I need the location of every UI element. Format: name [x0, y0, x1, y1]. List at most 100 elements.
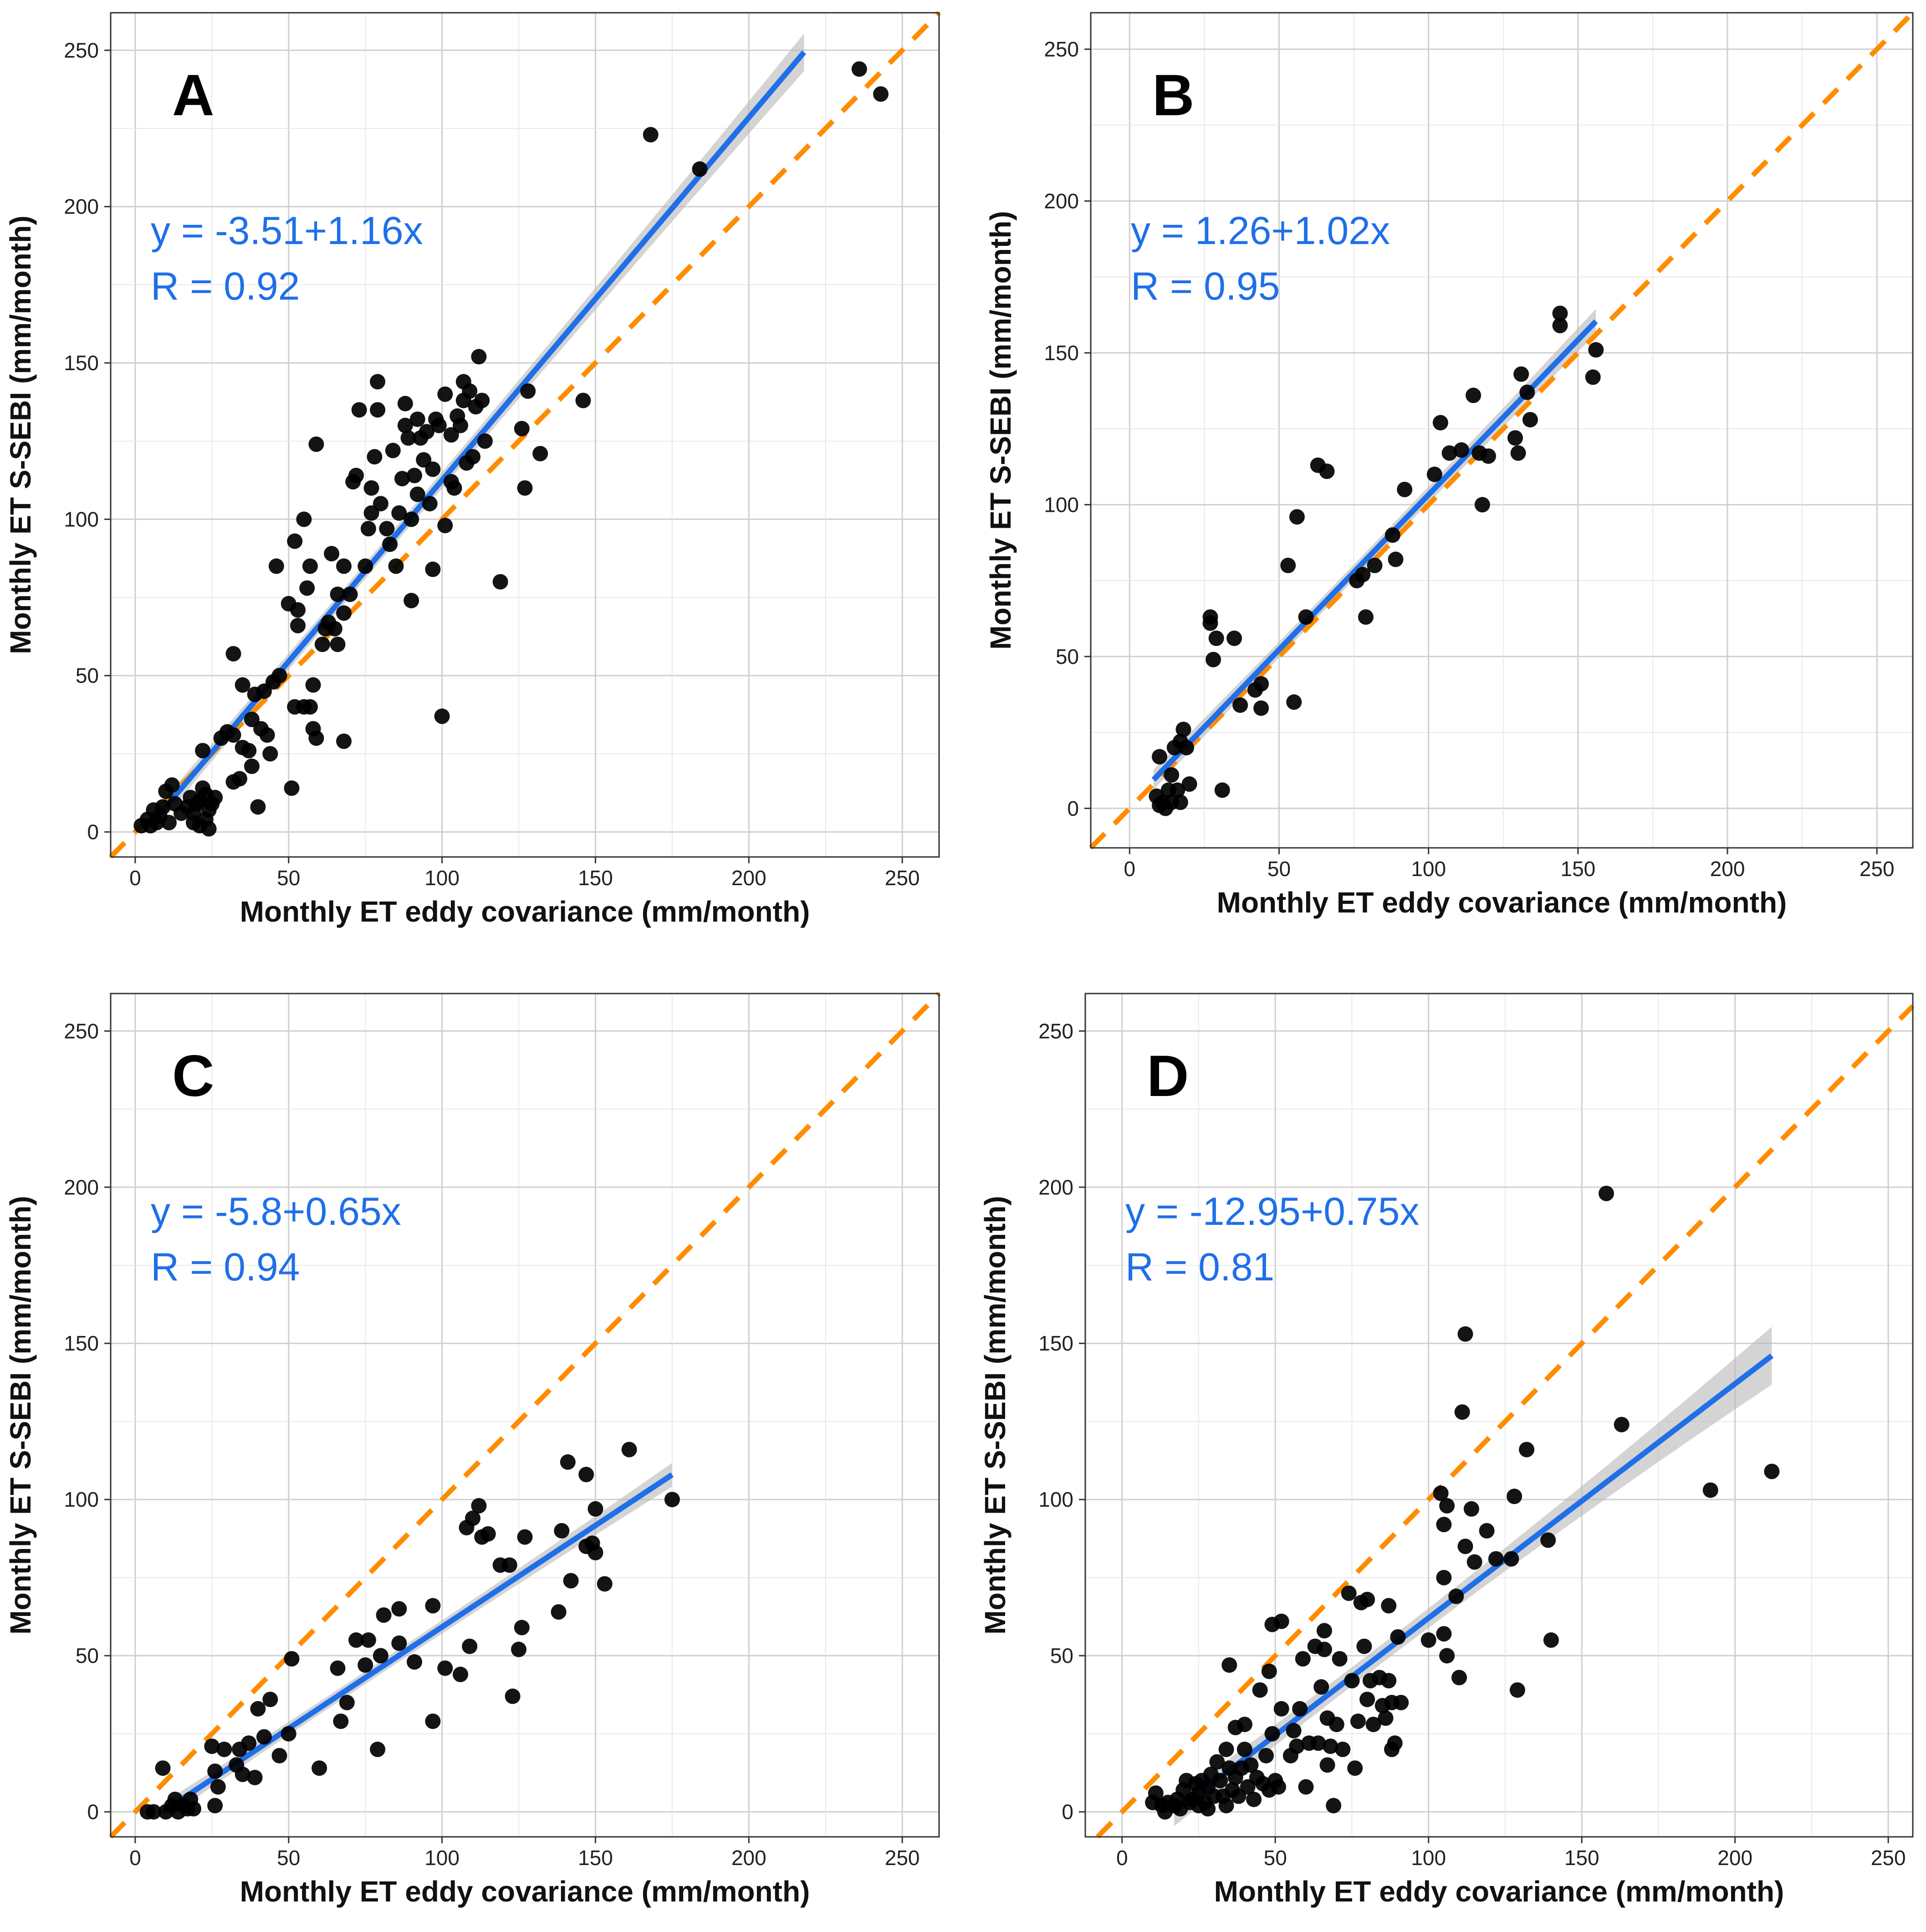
panel-c-point-42: [437, 1660, 453, 1676]
panel-d-point-102: [1466, 1554, 1482, 1570]
panel-d-y-tick-label-0: 0: [1062, 1800, 1073, 1824]
panel-b-point-24: [1253, 676, 1269, 692]
panel-a-point-87: [388, 558, 404, 574]
panel-b-point-23: [1253, 700, 1269, 716]
panel-b-x-tick-label-100: 100: [1411, 857, 1446, 881]
panel-c-point-26: [284, 1651, 300, 1667]
panel-c-point-52: [505, 1688, 521, 1704]
panel-b-data-points: [1149, 306, 1604, 816]
panel-c-point-38: [391, 1635, 407, 1651]
panel-c-point-13: [207, 1764, 223, 1779]
panel-c-x-tick-label-200: 200: [731, 1846, 766, 1870]
panel-c-point-10: [185, 1801, 201, 1817]
panel-b-point-47: [1510, 445, 1526, 461]
panel-a-data-points: [133, 61, 889, 837]
panel-c-y-tick-label-250: 250: [64, 1019, 99, 1043]
panel-d-point-114: [1764, 1463, 1780, 1479]
panel-c-point-19: [241, 1735, 257, 1751]
panel-c-point-61: [578, 1467, 594, 1483]
panel-d-point-78: [1365, 1717, 1381, 1733]
panel-a-point-68: [330, 637, 346, 652]
panel-a-point-101: [422, 496, 438, 512]
panel-a-point-9: [164, 777, 180, 793]
panel-d-point-101: [1463, 1501, 1479, 1517]
panel-c-one-to-one-line: [109, 992, 941, 1839]
panel-d-x-tick-label-100: 100: [1411, 1846, 1446, 1870]
panel-c-x-tick-label-250: 250: [885, 1846, 920, 1870]
panel-a-point-113: [453, 418, 468, 433]
panel-a-point-103: [425, 561, 441, 577]
panel-b-point-30: [1319, 464, 1335, 479]
panel-b-r-value: R = 0.95: [1131, 265, 1280, 308]
panel-d-y-tick-labels: 0 50 100 150 200 250: [1038, 1019, 1085, 1824]
panel-c-point-55: [517, 1529, 533, 1545]
panel-c-point-25: [281, 1726, 296, 1742]
panel-a-point-91: [397, 418, 413, 433]
panel-b-point-20: [1226, 630, 1242, 646]
panel-a-point-96: [409, 411, 425, 427]
panel-d-letter: D: [1147, 1044, 1189, 1109]
panel-d-data-points: [1145, 1186, 1780, 1820]
panel-d-point-17: [1200, 1801, 1216, 1817]
panel-d-point-25: [1218, 1741, 1234, 1757]
panel-c-point-11: [204, 1738, 220, 1754]
panel-d-point-93: [1436, 1626, 1452, 1642]
panel-a-point-52: [290, 602, 306, 618]
panel-b-x-tick-label-150: 150: [1560, 857, 1595, 881]
panel-b-point-36: [1388, 551, 1404, 567]
panel-d-point-92: [1436, 1517, 1452, 1533]
panel-a-point-92: [400, 430, 416, 446]
panel-a-point-111: [446, 480, 462, 496]
panel-c-y-tick-label-150: 150: [64, 1331, 99, 1355]
panel-b-one-to-one-line: [1089, 11, 1915, 850]
panel-c-point-28: [330, 1660, 346, 1676]
panel-a-point-105: [431, 418, 447, 433]
panel-b-point-17: [1206, 652, 1221, 668]
panel-b-x-tick-label-200: 200: [1710, 857, 1745, 881]
panel-d-x-tick-label-200: 200: [1717, 1846, 1752, 1870]
panel-d-point-94: [1439, 1498, 1455, 1514]
panel-a-y-tick-labels: 0 50 100 150 200 250: [64, 38, 111, 844]
panel-b-x-tick-label-250: 250: [1860, 857, 1895, 881]
panel-b-point-2: [1152, 749, 1167, 765]
panel-b-y-tick-label-100: 100: [1044, 493, 1079, 516]
panel-d-point-107: [1509, 1682, 1525, 1698]
panel-d-point-70: [1344, 1673, 1360, 1688]
panel-a-y-axis-label: Monthly ET S-SEBI (mm/month): [4, 215, 37, 654]
panel-c-point-35: [373, 1648, 388, 1664]
panel-d-point-88: [1393, 1695, 1409, 1711]
panel-b-point-25: [1280, 557, 1296, 573]
panel-a-x-tick-label-0: 0: [129, 866, 141, 890]
panel-a-point-31: [225, 646, 241, 662]
panel-b-point-37: [1397, 482, 1413, 497]
panel-c-point-66: [621, 1442, 637, 1458]
panel-a-point-29: [225, 727, 241, 743]
panel-a-point-95: [407, 468, 422, 484]
panel-d-point-81: [1378, 1710, 1394, 1726]
panel-a-point-34: [235, 677, 250, 693]
panel-b-point-21: [1232, 697, 1248, 713]
panel-c-point-41: [425, 1713, 441, 1729]
panel-d-point-68: [1335, 1741, 1351, 1757]
panel-b-y-tick-label-0: 0: [1067, 796, 1079, 820]
panel-a-point-117: [462, 383, 478, 399]
panel-c-point-45: [462, 1638, 478, 1654]
panel-b-y-tick-label-250: 250: [1044, 37, 1079, 61]
panel-a-point-75: [351, 402, 367, 418]
panel-d-point-47: [1271, 1779, 1286, 1795]
panel-d-x-tick-label-50: 50: [1264, 1846, 1287, 1870]
panel-a-letter: A: [172, 63, 214, 128]
panel-a-point-123: [514, 421, 530, 437]
panel-c-x-tick-labels: 0 50 100 150 200 250: [129, 1837, 920, 1870]
panel-c-x-tick-label-50: 50: [277, 1846, 300, 1870]
panel-c-point-56: [551, 1604, 567, 1620]
panel-d-point-113: [1702, 1482, 1718, 1498]
panel-a-point-55: [299, 580, 315, 596]
panel-a-point-69: [336, 733, 352, 749]
panel-a-point-81: [370, 402, 386, 418]
panel-a-point-43: [262, 746, 278, 762]
panel-b-point-53: [1585, 369, 1601, 385]
panel-c-point-23: [262, 1692, 278, 1708]
panel-a-point-79: [363, 480, 379, 496]
panel-b-y-tick-label-50: 50: [1056, 645, 1079, 668]
